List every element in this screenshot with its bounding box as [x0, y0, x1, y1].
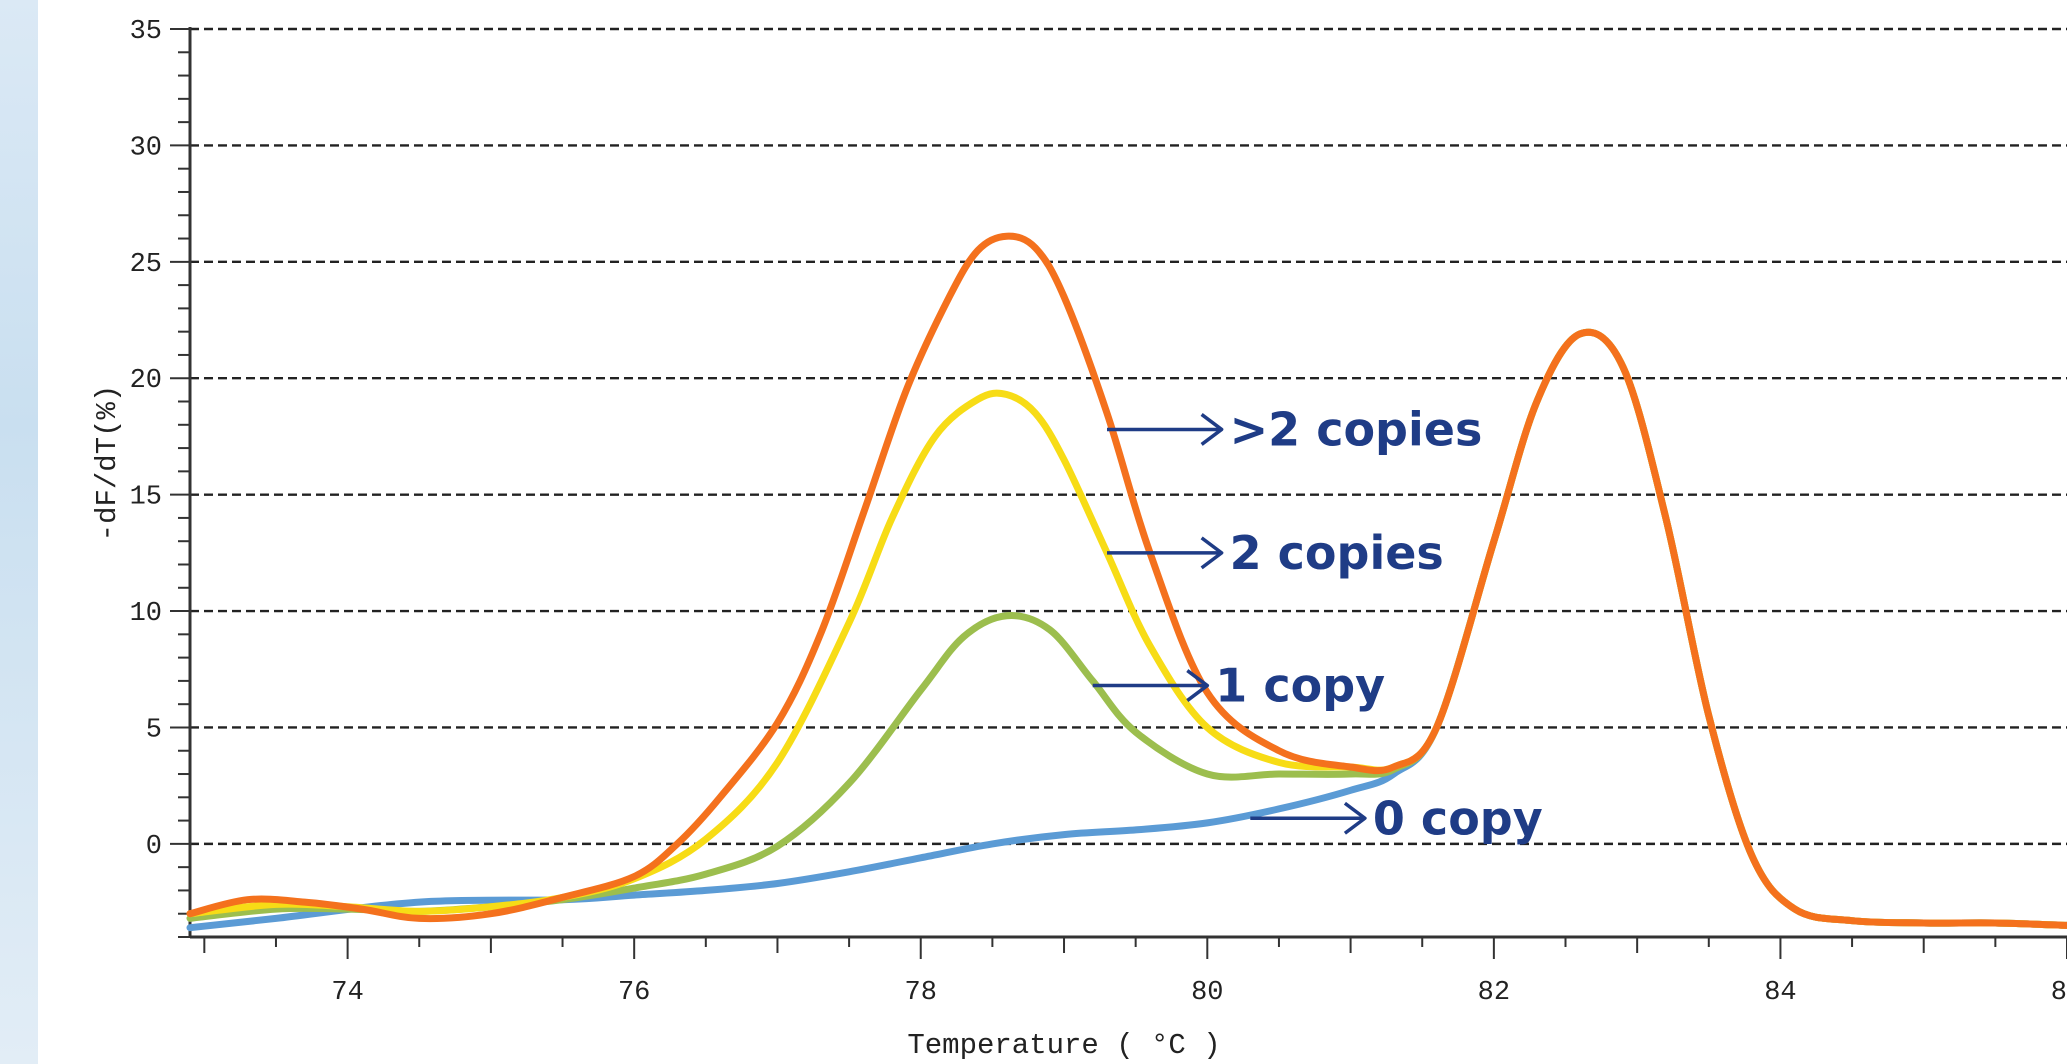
y-tick-label: 0	[146, 832, 162, 862]
y-tick-label: 10	[130, 599, 162, 629]
y-tick-label: 25	[130, 250, 162, 280]
y-tick-label: 20	[130, 366, 162, 396]
series-line-many	[186, 232, 2067, 929]
series-line-one	[186, 328, 2067, 929]
melt-curve-chart: 0 5 10 15 20 25 30 35 74 76 78 80 82 84 86 Temperature …	[91, 17, 2067, 1062]
x-tick-label: 78	[905, 978, 937, 1008]
y-tick-label: 35	[130, 17, 162, 47]
y-tick-label: 5	[146, 715, 162, 745]
chart-panel: 0 5 10 15 20 25 30 35 74 76 78 80 82 84 86 Temperature …	[38, 0, 2067, 1064]
annotation-label-1: 2 copies	[1230, 526, 1444, 580]
background-strip	[0, 0, 40, 1064]
annotation-label-3: 0 copy	[1373, 791, 1543, 845]
x-tick-label: 74	[331, 978, 363, 1008]
x-tick-label: 86	[2051, 978, 2067, 1008]
y-tick-label: 15	[130, 483, 162, 513]
x-tick-label: 82	[1478, 978, 1510, 1008]
annotation-label-0: >2 copies	[1230, 402, 1483, 456]
x-tick-label: 76	[618, 978, 650, 1008]
annotation-arrowhead	[1343, 801, 1367, 835]
series-line-two	[186, 328, 2067, 929]
annotation-arrowhead	[1200, 413, 1224, 446]
x-tick-label: 84	[1764, 978, 1796, 1008]
x-tick-label: 80	[1191, 978, 1223, 1008]
y-tick-label: 30	[130, 133, 162, 163]
annotation-arrowhead	[1200, 536, 1224, 570]
y-axis-title: -dF/dT(%)	[91, 385, 124, 542]
annotation-arrowhead	[1186, 669, 1210, 702]
x-axis-title: Temperature ( °C )	[907, 1029, 1220, 1062]
series-line-zero	[186, 328, 2067, 932]
annotation-label-2: 1 copy	[1215, 659, 1385, 713]
